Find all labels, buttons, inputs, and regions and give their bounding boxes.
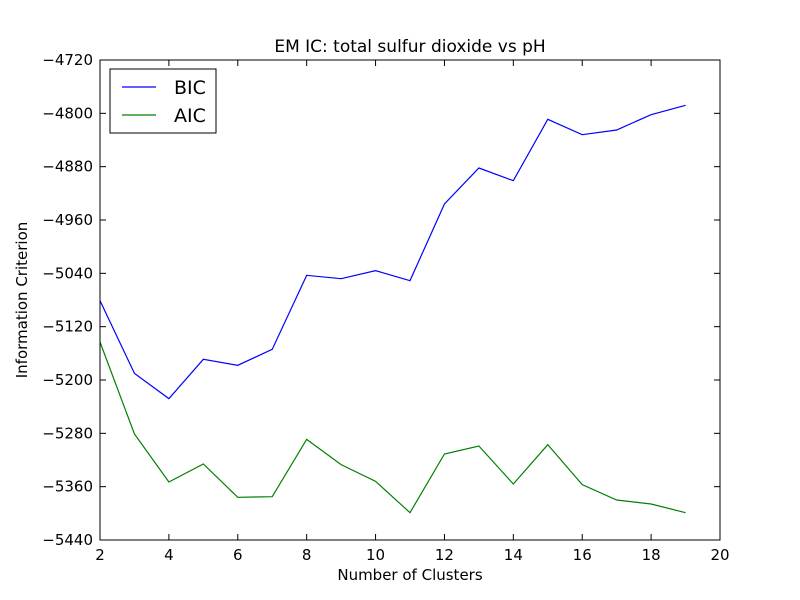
x-tick-label: 20 (710, 546, 729, 564)
y-axis-label: Information Criterion (13, 222, 31, 379)
x-tick-label: 14 (504, 546, 523, 564)
y-tick-label: −4720 (42, 51, 93, 69)
x-tick-label: 4 (164, 546, 174, 564)
y-tick-label: −5360 (42, 478, 93, 496)
y-tick-label: −5120 (42, 318, 93, 336)
series-line-bic (99, 104, 686, 400)
plot-frame (99, 59, 721, 541)
x-tick-label: 18 (642, 546, 661, 564)
x-tick-label: 16 (573, 546, 592, 564)
x-tick-label: 8 (302, 546, 312, 564)
y-tick-label: −5200 (42, 371, 93, 389)
y-tick-label: −4800 (42, 104, 93, 122)
legend-label-bic: BIC (174, 77, 206, 99)
y-tick-label: −5040 (42, 264, 93, 282)
series-line-aic (99, 341, 686, 514)
y-tick-label: −5440 (42, 531, 93, 549)
x-tick-label: 12 (435, 546, 454, 564)
x-axis-label: Number of Clusters (337, 566, 482, 584)
y-tick-label: −4960 (42, 211, 93, 229)
legend-box (109, 68, 217, 134)
x-tick-label: 6 (233, 546, 243, 564)
legend-label-aic: AIC (174, 105, 206, 127)
chart-title: EM IC: total sulfur dioxide vs pH (274, 37, 545, 57)
series-group (99, 104, 686, 514)
y-tick-label: −4880 (42, 158, 93, 176)
x-tick-label: 2 (95, 546, 105, 564)
ticks-group: 2 4 6 8 10 12 14 16 18 20 −4720 −4800 −4880 −4960 −504… (42, 51, 729, 564)
y-tick-label: −5280 (42, 424, 93, 442)
x-tick-label: 10 (366, 546, 385, 564)
legend: BIC AIC (109, 68, 217, 134)
